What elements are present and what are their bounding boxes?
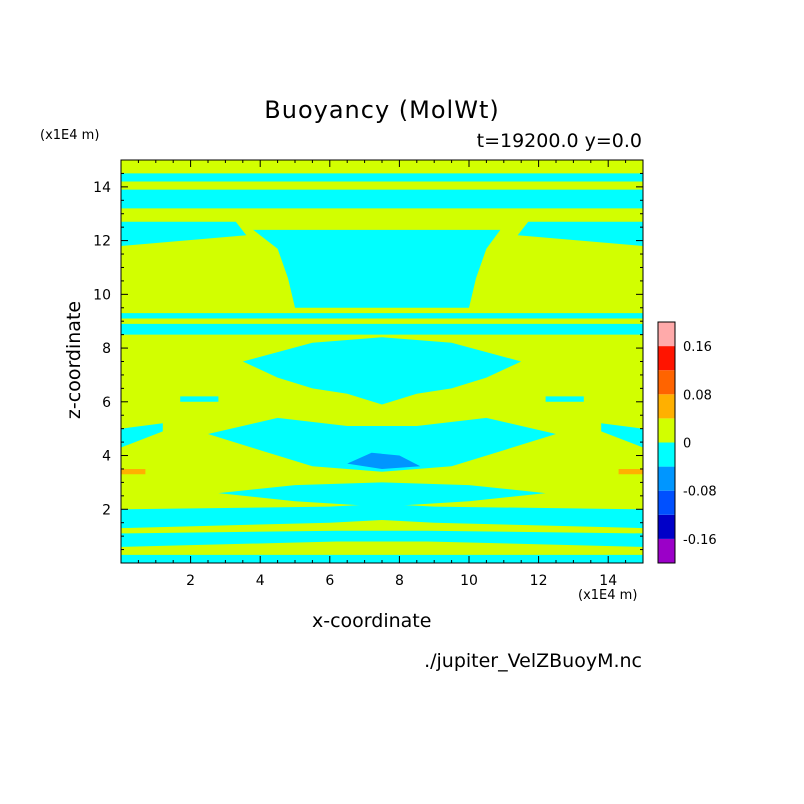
contour-region-9 xyxy=(347,452,421,469)
contour-region-19 xyxy=(618,469,643,475)
contour-region-17 xyxy=(121,554,643,563)
colorbar-frame xyxy=(657,321,676,564)
x-tick-label: 2 xyxy=(186,573,195,589)
y-tick-label: 6 xyxy=(102,395,111,411)
contour-region-11 xyxy=(601,423,643,448)
x-axis-label: x-coordinate xyxy=(312,610,432,632)
contour-region-4 xyxy=(253,229,501,308)
y-tick-label: 8 xyxy=(102,341,111,357)
x-axis-unit: (x1E4 m) xyxy=(578,588,638,603)
colorbar: 0.16 0.08 0 -0.08 -0.16 xyxy=(657,321,717,564)
colorbar-swatch xyxy=(658,394,675,419)
contour-region-6 xyxy=(121,323,643,335)
contour-region-16 xyxy=(121,530,643,547)
axes: 2 4 6 8 10 12 14 2 4 6 8 10 12 14 xyxy=(93,160,643,589)
x-tick-label: 8 xyxy=(395,573,404,589)
contour-region-7 xyxy=(242,337,522,405)
chart-title: Buoyancy (MolWt) xyxy=(264,96,500,124)
colorbar-swatch xyxy=(658,538,675,563)
colorbar-swatch xyxy=(658,346,675,371)
y-tick-label: 4 xyxy=(102,449,111,465)
contour-region-13 xyxy=(545,396,584,402)
contour-region-1 xyxy=(121,189,643,209)
contour-region-10 xyxy=(121,423,163,448)
colorbar-swatch xyxy=(658,322,675,347)
contour-region-0 xyxy=(121,173,643,182)
y-tick-label: 2 xyxy=(102,502,111,518)
x-tick-label: 10 xyxy=(460,573,478,589)
contour-region-3 xyxy=(517,221,643,246)
y-tick-label: 10 xyxy=(93,287,111,303)
y-axis-unit: (x1E4 m) xyxy=(40,128,100,143)
colorbar-tick-label: -0.16 xyxy=(683,533,717,548)
contour-region-18 xyxy=(121,469,146,475)
colorbar-swatch xyxy=(658,514,675,539)
y-tick-label: 12 xyxy=(93,234,111,250)
contour-region-15 xyxy=(121,503,643,529)
colorbar-swatch xyxy=(658,442,675,467)
x-tick-label: 14 xyxy=(599,573,617,589)
x-tick-label: 6 xyxy=(325,573,334,589)
contour-region-8 xyxy=(208,417,556,472)
contour-regions xyxy=(121,173,643,563)
y-tick-label: 14 xyxy=(93,180,111,196)
colorbar-swatch xyxy=(658,370,675,395)
x-tick-label: 4 xyxy=(256,573,265,589)
contour-region-14 xyxy=(218,482,546,507)
colorbar-tick-label: 0.16 xyxy=(683,340,712,355)
colorbar-tick-label: 0.08 xyxy=(683,388,712,403)
x-tick-label: 12 xyxy=(530,573,548,589)
colorbar-swatch xyxy=(658,418,675,443)
colorbar-tick-label: 0 xyxy=(683,437,691,452)
contour-region-5 xyxy=(121,313,643,319)
colorbar-tick-label: -0.08 xyxy=(683,485,717,500)
chart-subtitle: t=19200.0 y=0.0 xyxy=(476,130,642,152)
contour-region-2 xyxy=(121,221,247,246)
source-file-label: ./jupiter_VelZBuoyM.nc xyxy=(424,650,642,672)
colorbar-swatch xyxy=(658,490,675,515)
colorbar-swatch xyxy=(658,466,675,491)
contour-region-12 xyxy=(180,396,219,402)
